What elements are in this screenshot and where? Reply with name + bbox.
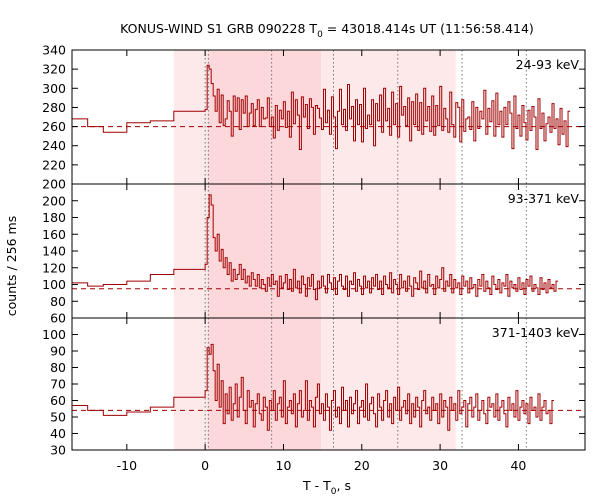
title-subscript: 0: [317, 30, 323, 40]
x-tick-label: -10: [117, 458, 137, 473]
count-rate-series: [72, 343, 555, 431]
y-tick-label: 80: [50, 360, 66, 375]
xlabel-part: T - T: [302, 478, 331, 493]
y-tick-label: 60: [50, 393, 66, 408]
y-tick-label: 180: [42, 210, 66, 225]
energy-band-label: 24-93 keV: [516, 57, 580, 72]
x-axis-label: T - T0, s: [302, 478, 351, 497]
y-tick-label: 200: [42, 177, 66, 192]
chart-title: KONUS-WIND S1 GRB 090228 T0 = 43018.414s…: [120, 21, 534, 40]
y-axis-label: counts / 256 ms: [4, 216, 19, 316]
title-part: KONUS-WIND S1 GRB 090228 T: [120, 21, 317, 36]
x-tick-label: 20: [354, 458, 370, 473]
y-tick-label: 100: [42, 327, 66, 342]
y-tick-label: 40: [50, 426, 66, 441]
y-tick-label: 60: [50, 311, 66, 326]
y-tick-label: 320: [42, 62, 66, 77]
y-tick-label: 300: [42, 81, 66, 96]
count-rate-series: [72, 64, 571, 151]
energy-band-label: 371-1403 keV: [492, 325, 580, 340]
y-tick-label: 50: [50, 410, 66, 425]
y-tick-label: 260: [42, 119, 66, 134]
y-tick-label: 70: [50, 377, 66, 392]
x-tick-label: 0: [201, 458, 209, 473]
y-tick-label: 100: [42, 277, 66, 292]
y-tick-label: 160: [42, 227, 66, 242]
y-tick-label: 120: [42, 260, 66, 275]
x-tick-label: 30: [432, 458, 448, 473]
x-tick-label: 10: [276, 458, 292, 473]
y-tick-label: 30: [50, 443, 66, 458]
xlabel-part: , s: [337, 478, 351, 493]
y-tick-label: 140: [42, 244, 66, 259]
shaded-interval: [208, 50, 322, 450]
y-tick-label: 340: [42, 43, 66, 58]
y-tick-label: 240: [42, 138, 66, 153]
y-tick-label: 280: [42, 100, 66, 115]
y-tick-label: 200: [42, 193, 66, 208]
x-tick-label: 40: [510, 458, 526, 473]
title-part: = 43018.414s UT (11:56:58.414): [323, 21, 534, 36]
energy-band-label: 93-371 keV: [508, 191, 580, 206]
count-rate-series: [72, 194, 559, 301]
y-tick-label: 90: [50, 344, 66, 359]
xlabel-subscript: 0: [331, 487, 337, 497]
y-tick-label: 80: [50, 294, 66, 309]
shaded-interval: [173, 50, 209, 450]
y-tick-label: 220: [42, 157, 66, 172]
